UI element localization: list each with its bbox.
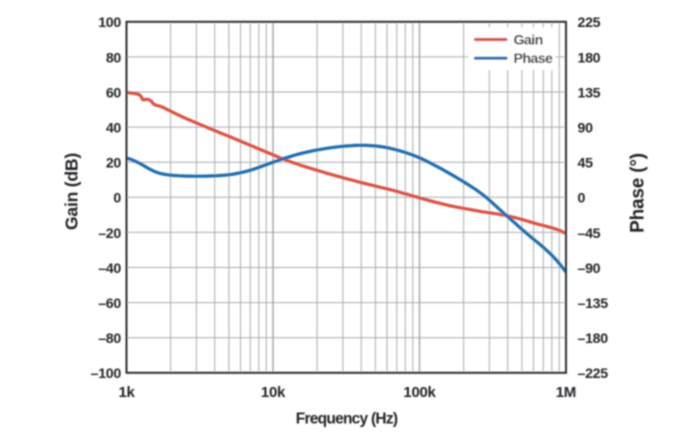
svg-text:100k: 100k	[403, 384, 436, 401]
svg-text:Phase: Phase	[514, 51, 554, 67]
svg-text:135: 135	[578, 85, 601, 101]
svg-text:–40: –40	[98, 261, 121, 277]
svg-text:Gain (dB): Gain (dB)	[62, 153, 82, 230]
svg-text:–45: –45	[578, 226, 601, 242]
svg-text:60: 60	[106, 85, 122, 101]
svg-text:180: 180	[578, 50, 601, 66]
svg-text:–80: –80	[98, 331, 121, 347]
svg-text:1M: 1M	[556, 384, 576, 401]
svg-text:40: 40	[106, 121, 122, 137]
svg-text:10k: 10k	[261, 384, 286, 401]
svg-text:Phase (°): Phase (°)	[628, 153, 649, 233]
svg-text:80: 80	[106, 50, 122, 66]
svg-text:100: 100	[98, 15, 121, 31]
svg-text:–180: –180	[578, 331, 609, 347]
svg-text:0: 0	[113, 191, 121, 207]
svg-text:Gain: Gain	[514, 32, 543, 48]
svg-text:–90: –90	[578, 261, 601, 277]
svg-text:225: 225	[578, 15, 601, 31]
svg-text:–60: –60	[98, 296, 121, 312]
svg-text:Frequency (Hz): Frequency (Hz)	[296, 411, 398, 428]
svg-text:90: 90	[578, 121, 594, 137]
svg-text:20: 20	[106, 156, 122, 172]
svg-text:–20: –20	[98, 226, 121, 242]
svg-text:–135: –135	[578, 296, 609, 312]
svg-text:–225: –225	[578, 366, 609, 382]
svg-text:1k: 1k	[118, 384, 135, 401]
svg-text:–100: –100	[91, 366, 122, 382]
svg-text:0: 0	[578, 191, 586, 207]
svg-text:45: 45	[578, 156, 594, 172]
